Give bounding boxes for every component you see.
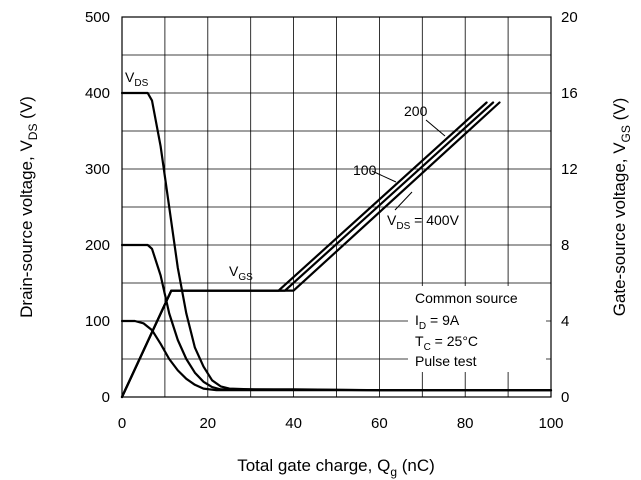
y-right-tick-label: 16 <box>561 85 578 102</box>
condition-pulse-test: Pulse test <box>415 353 477 369</box>
y-right-tick-label: 4 <box>561 313 569 330</box>
vds-100v-label: 100 <box>353 162 377 178</box>
vgs-curve-label: VGS <box>229 263 253 283</box>
vds-400v-label: VDS = 400V <box>387 212 460 232</box>
y-left-tick-label: 0 <box>102 389 110 406</box>
condition-tc: TC = 25°C <box>415 333 478 353</box>
leader-400 <box>394 191 413 211</box>
x-tick-label: 40 <box>285 415 302 432</box>
y-right-axis-title: Gate-source voltage, VGS (V) <box>610 98 633 317</box>
y-left-tick-label: 200 <box>85 237 110 254</box>
vds-curve-label: VDS <box>125 69 149 89</box>
y-left-tick-label: 100 <box>85 313 110 330</box>
x-tick-label: 0 <box>118 415 126 432</box>
tick-labels: 0 20 40 60 80 100 0 100 200 300 400 500 0 4 8 12 16 20 <box>85 9 578 432</box>
x-tick-label: 60 <box>371 415 388 432</box>
vgs-curve-2 <box>120 101 488 399</box>
x-axis-title: Total gate charge, Qg (nC) <box>237 456 435 479</box>
condition-id: ID = 9A <box>415 312 460 332</box>
y-left-tick-label: 500 <box>85 9 110 26</box>
y-left-tick-label: 400 <box>85 85 110 102</box>
plot-frame <box>121 16 552 398</box>
leader-100 <box>371 170 397 183</box>
conditions-background <box>408 286 546 372</box>
vds-200v-label: 200 <box>404 103 428 119</box>
leader-200 <box>425 119 446 137</box>
y-left-axis-title: Drain-source voltage, VDS (V) <box>17 96 40 318</box>
y-right-tick-label: 0 <box>561 389 569 406</box>
condition-common-source: Common source <box>415 290 518 306</box>
y-left-tick-label: 300 <box>85 161 110 178</box>
x-tick-label: 100 <box>538 415 563 432</box>
x-tick-label: 20 <box>199 415 216 432</box>
x-tick-label: 80 <box>457 415 474 432</box>
grid <box>122 17 551 397</box>
y-right-tick-label: 20 <box>561 9 578 26</box>
curves <box>120 91 553 399</box>
y-right-tick-label: 8 <box>561 237 569 254</box>
vds-curve-2 <box>120 319 553 392</box>
y-right-tick-label: 12 <box>561 161 578 178</box>
